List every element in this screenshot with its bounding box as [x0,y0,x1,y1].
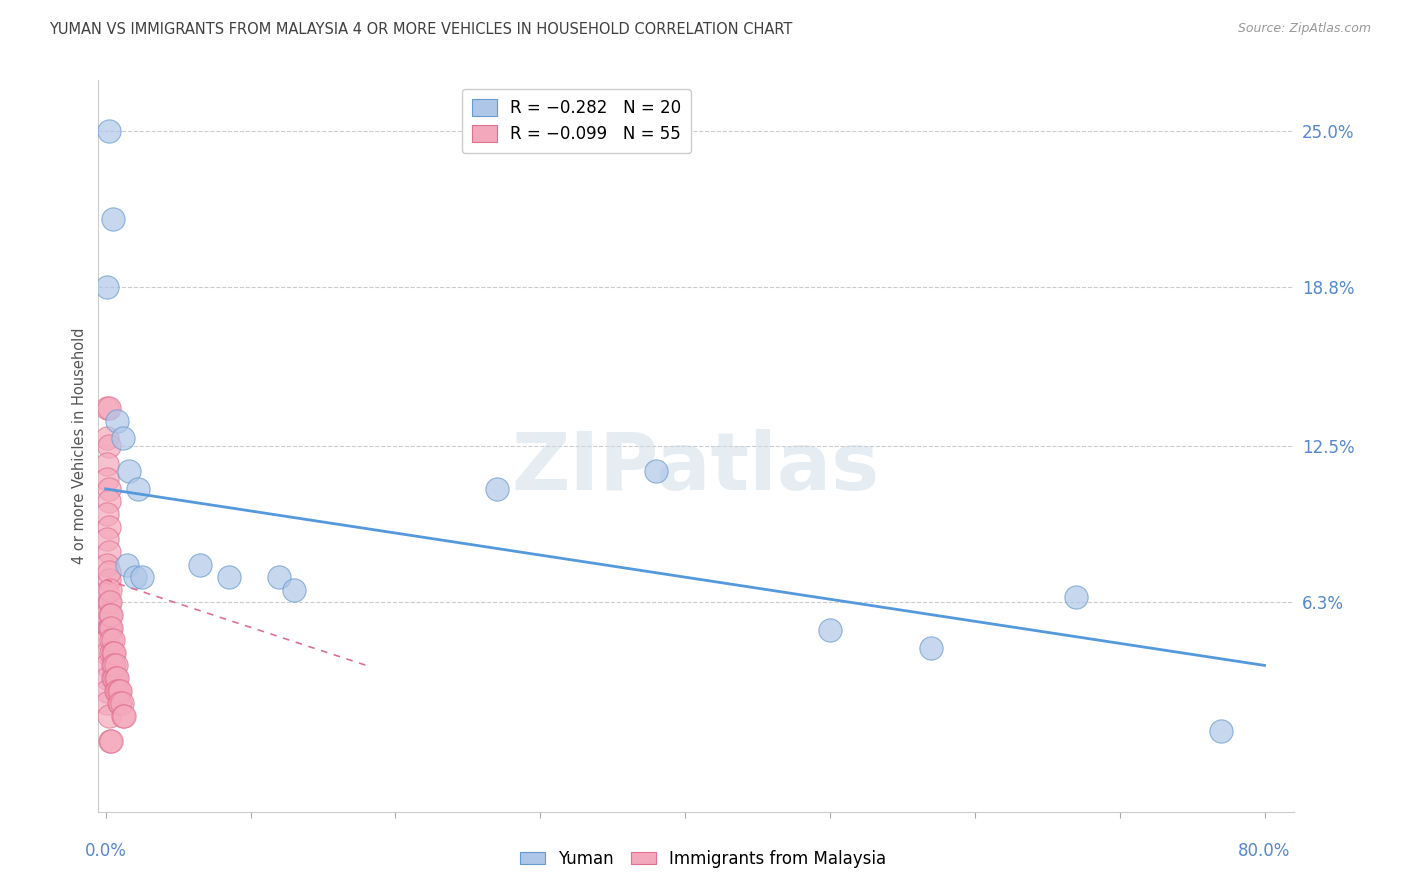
Point [117,558,139,572]
Point [96,533,118,547]
Point [108,696,131,710]
Point [107,683,129,698]
Legend: Yuman, Immigrants from Malaysia: Yuman, Immigrants from Malaysia [513,844,893,875]
Point [101,633,124,648]
Point [105,683,128,698]
Point [105,671,128,685]
Text: 0.0%: 0.0% [84,842,127,860]
Point [97,595,120,609]
Point [103,646,125,660]
Point [485,482,508,496]
Point [96,432,118,446]
Point [97,439,120,453]
Point [96,457,118,471]
Point [1064,591,1087,605]
Point [96,585,118,599]
Point [96,472,118,486]
Text: 80.0%: 80.0% [1239,842,1291,860]
Point [98,607,121,622]
Point [97,545,120,559]
Point [98,734,121,748]
Point [818,623,841,637]
Point [101,671,124,685]
Point [98,582,121,597]
Point [96,696,118,710]
Point [100,607,122,622]
Point [98,595,121,609]
Point [97,621,120,635]
Point [101,212,124,227]
Text: ZIPatlas: ZIPatlas [512,429,880,507]
Point [105,414,128,428]
Point [131,570,153,584]
Point [96,633,118,648]
Point [100,621,122,635]
Text: Source: ZipAtlas.com: Source: ZipAtlas.com [1237,22,1371,36]
Point [114,709,136,723]
Point [96,646,118,660]
Point [101,646,124,660]
Point [108,683,131,698]
Point [107,696,129,710]
Point [1209,724,1232,739]
Point [920,640,942,655]
Point [100,633,122,648]
Point [96,280,118,294]
Point [97,482,120,496]
Point [104,671,127,685]
Point [96,401,118,416]
Point [269,570,291,584]
Point [112,709,135,723]
Point [96,683,118,698]
Point [127,482,149,496]
Point [96,658,118,673]
Point [218,570,240,584]
Point [124,570,146,584]
Point [100,734,122,748]
Point [97,124,120,138]
Point [97,494,120,508]
Point [104,658,127,673]
Point [112,432,135,446]
Point [98,621,121,635]
Y-axis label: 4 or more Vehicles in Household: 4 or more Vehicles in Household [72,327,87,565]
Point [97,573,120,587]
Point [96,558,118,572]
Point [283,582,305,597]
Point [97,565,120,579]
Text: YUMAN VS IMMIGRANTS FROM MALAYSIA 4 OR MORE VEHICLES IN HOUSEHOLD CORRELATION CH: YUMAN VS IMMIGRANTS FROM MALAYSIA 4 OR M… [49,22,793,37]
Point [97,401,120,416]
Point [645,464,668,478]
Point [188,558,211,572]
Point [97,519,120,533]
Point [104,683,127,698]
Point [103,658,125,673]
Point [110,696,132,710]
Point [97,709,120,723]
Point [100,646,122,660]
Point [118,464,141,478]
Point [101,658,124,673]
Point [103,671,125,685]
Point [96,507,118,521]
Legend: R = −0.282   N = 20, R = −0.099   N = 55: R = −0.282 N = 20, R = −0.099 N = 55 [461,88,692,153]
Point [96,607,118,622]
Point [96,671,118,685]
